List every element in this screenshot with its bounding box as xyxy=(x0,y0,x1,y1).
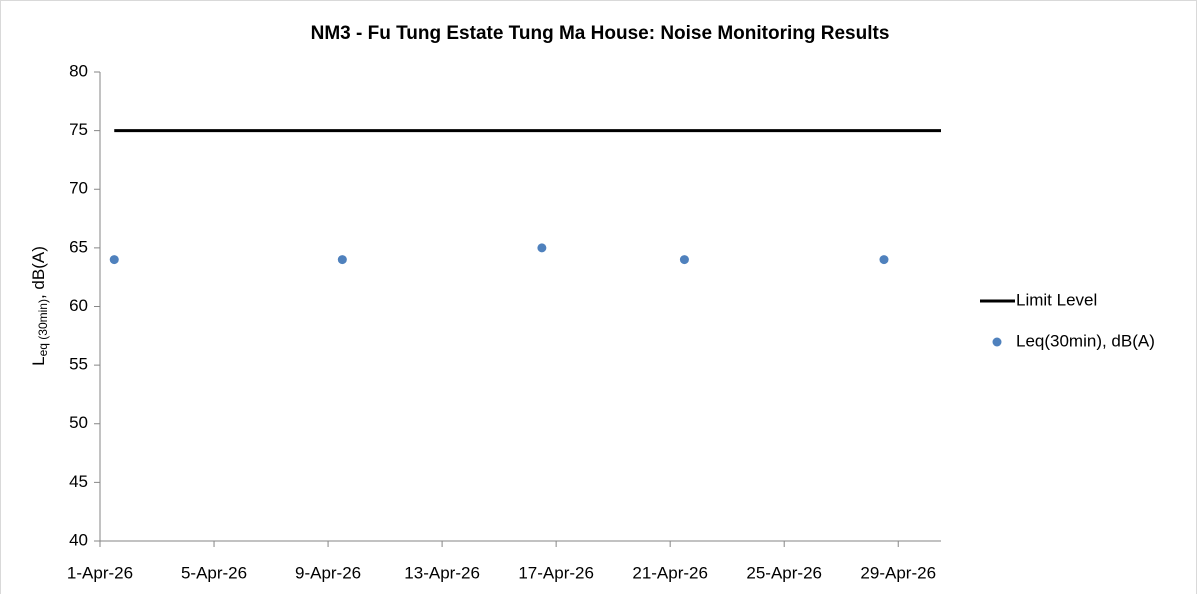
legend-label: Limit Level xyxy=(1016,290,1097,309)
y-tick-label: 65 xyxy=(69,237,88,256)
x-tick-label: 1-Apr-26 xyxy=(67,563,133,582)
x-tick-label: 21-Apr-26 xyxy=(632,563,708,582)
data-point xyxy=(537,243,547,253)
legend-label: Leq(30min), dB(A) xyxy=(1016,331,1155,350)
legend-marker xyxy=(992,337,1002,347)
y-label-rest: , dB(A) xyxy=(29,246,48,299)
y-label-sub: eq (30min) xyxy=(36,299,50,356)
y-label-main: L xyxy=(29,356,48,365)
data-point xyxy=(337,255,347,265)
data-point xyxy=(679,255,689,265)
y-tick-label: 80 xyxy=(69,61,88,80)
y-tick-label: 45 xyxy=(69,472,88,491)
chart-title: NM3 - Fu Tung Estate Tung Ma House: Nois… xyxy=(311,23,890,44)
x-tick-label: 5-Apr-26 xyxy=(181,563,247,582)
y-tick-label: 40 xyxy=(69,530,88,549)
x-tick-label: 9-Apr-26 xyxy=(295,563,361,582)
y-tick-label: 60 xyxy=(69,296,88,315)
x-tick-label: 13-Apr-26 xyxy=(404,563,480,582)
y-tick-label: 70 xyxy=(69,179,88,198)
data-point xyxy=(109,255,119,265)
y-tick-label: 50 xyxy=(69,413,88,432)
x-tick-label: 25-Apr-26 xyxy=(746,563,822,582)
data-point xyxy=(879,255,889,265)
y-tick-label: 75 xyxy=(69,120,88,139)
y-axis-label: Leq (30min), dB(A) xyxy=(29,246,50,366)
x-tick-label: 17-Apr-26 xyxy=(518,563,594,582)
y-tick-label: 55 xyxy=(69,355,88,374)
x-tick-label: 29-Apr-26 xyxy=(860,563,936,582)
